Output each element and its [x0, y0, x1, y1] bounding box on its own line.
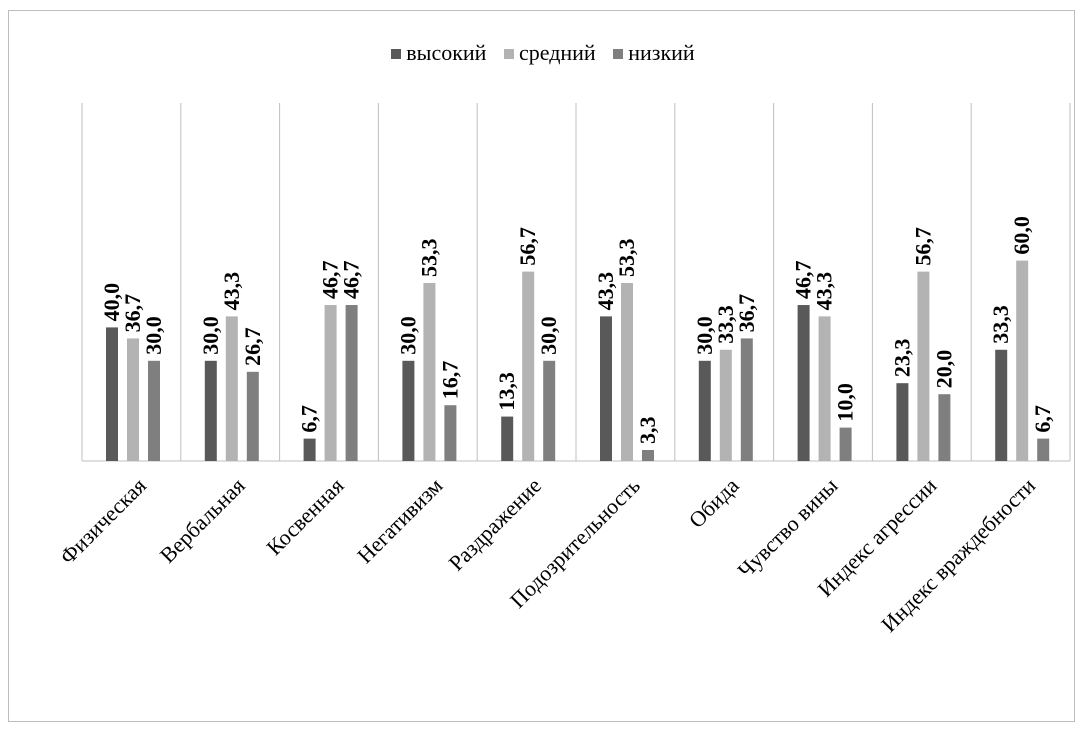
- legend: высокий средний низкий: [0, 40, 1086, 66]
- bar-medium: [1016, 260, 1029, 461]
- data-label: 30,0: [692, 316, 717, 355]
- bar-high: [995, 349, 1008, 461]
- category-label: Негативизм: [352, 473, 447, 568]
- legend-item-medium: средний: [503, 40, 596, 66]
- bar-low: [444, 405, 457, 461]
- legend-label-low: низкий: [628, 40, 695, 65]
- legend-label-high: высокий: [406, 40, 487, 65]
- data-label: 46,7: [339, 261, 364, 300]
- bar-high: [896, 383, 909, 461]
- data-label: 43,3: [812, 272, 837, 311]
- bar-low: [1037, 438, 1050, 461]
- bar-low: [938, 394, 951, 461]
- bar-high: [303, 438, 316, 461]
- data-label: 56,7: [515, 227, 540, 266]
- legend-label-medium: средний: [518, 40, 596, 65]
- bar-medium: [621, 282, 633, 461]
- bar-low: [345, 305, 358, 461]
- bar-medium: [423, 282, 436, 461]
- bar-low: [839, 427, 852, 461]
- bar-high: [600, 316, 612, 461]
- bar-high: [797, 305, 810, 461]
- data-label: 6,7: [297, 405, 322, 433]
- legend-item-low: низкий: [613, 40, 695, 66]
- bar-medium: [522, 271, 535, 461]
- bar-high: [501, 416, 514, 461]
- data-label: 36,7: [120, 294, 145, 333]
- bar-high: [106, 327, 118, 461]
- legend-swatch-low: [613, 49, 624, 59]
- bar-medium: [917, 271, 930, 461]
- bar-medium: [818, 316, 831, 461]
- category-label: Вербальная: [155, 473, 250, 568]
- data-label: 53,3: [614, 238, 639, 277]
- category-label: Косвенная: [261, 473, 348, 560]
- bar-low: [543, 360, 556, 461]
- data-label: 13,3: [494, 372, 519, 411]
- bar-medium: [127, 338, 139, 461]
- data-label: 26,7: [240, 327, 265, 366]
- data-label: 16,7: [437, 361, 462, 400]
- data-label: 53,3: [416, 238, 441, 277]
- bar-low: [148, 360, 160, 461]
- data-label: 43,3: [219, 272, 244, 311]
- data-label: 6,7: [1030, 405, 1055, 433]
- data-label: 30,0: [141, 316, 166, 355]
- bar-low: [246, 371, 259, 461]
- category-label: Раздражение: [443, 473, 546, 576]
- data-label: 40,0: [99, 283, 124, 322]
- data-label: 33,3: [713, 305, 738, 344]
- bar-high: [698, 360, 711, 461]
- data-label: 43,3: [593, 272, 618, 311]
- data-label: 46,7: [791, 261, 816, 300]
- data-label: 20,0: [931, 350, 956, 389]
- legend-item-high: высокий: [391, 40, 486, 66]
- data-label: 10,0: [833, 383, 858, 422]
- bar-low: [642, 449, 654, 461]
- data-label: 23,3: [889, 339, 914, 378]
- data-label: 30,0: [198, 316, 223, 355]
- category-label: Обида: [684, 473, 744, 533]
- bar-medium: [719, 349, 732, 461]
- category-label: Физическая: [55, 473, 151, 569]
- legend-swatch-medium: [503, 49, 514, 59]
- bar-low: [740, 338, 753, 461]
- bar-high: [204, 360, 217, 461]
- data-label: 56,7: [910, 227, 935, 266]
- bar-medium: [225, 316, 238, 461]
- chart-frame: [8, 10, 1075, 722]
- data-label: 60,0: [1009, 216, 1034, 255]
- category-label: Чувство вины: [733, 473, 843, 583]
- data-label: 30,0: [395, 316, 420, 355]
- bar-high: [402, 360, 415, 461]
- data-label: 30,0: [536, 316, 561, 355]
- legend-swatch-high: [391, 49, 402, 59]
- data-label: 33,3: [988, 305, 1013, 343]
- data-label: 46,7: [318, 261, 343, 300]
- data-label: 36,7: [734, 294, 759, 333]
- bar-medium: [324, 305, 337, 461]
- data-label: 3,3: [635, 416, 660, 444]
